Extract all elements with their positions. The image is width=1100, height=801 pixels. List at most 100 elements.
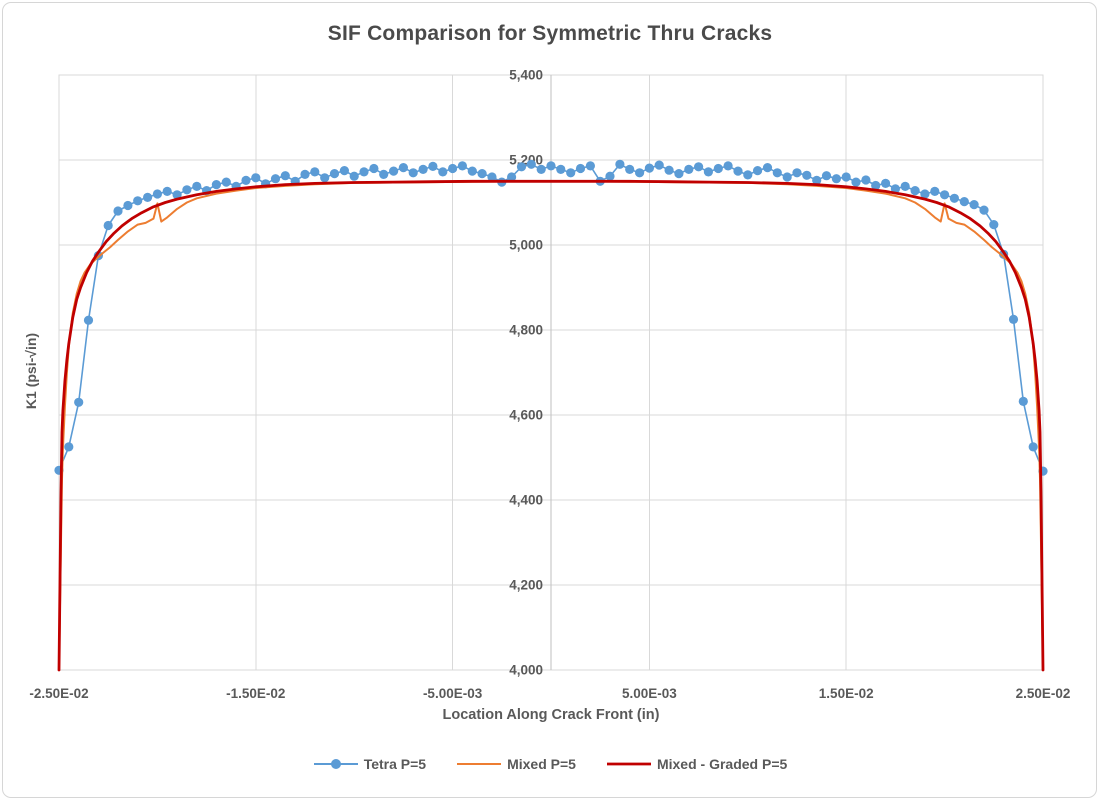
y-tick-label: 5,400	[509, 68, 543, 83]
data-point-marker	[871, 180, 881, 191]
data-point-marker	[418, 164, 428, 174]
data-point-marker	[605, 171, 615, 181]
data-point-marker	[448, 163, 458, 174]
data-point-marker	[881, 178, 891, 188]
legend-item-mixed-graded-p-5: Mixed - Graded P=5	[606, 756, 787, 772]
data-point-marker	[566, 168, 576, 178]
data-point-marker	[969, 200, 979, 210]
data-point-marker	[162, 186, 172, 196]
data-point-marker	[143, 192, 153, 202]
data-point-marker	[320, 173, 330, 183]
data-point-marker	[113, 206, 123, 216]
data-point-marker	[83, 315, 94, 325]
data-point-marker	[123, 200, 133, 211]
data-point-marker	[536, 164, 546, 174]
data-point-marker	[703, 167, 714, 177]
y-tick-label: 4,800	[509, 323, 543, 338]
data-point-marker	[674, 169, 684, 179]
data-point-marker	[979, 205, 989, 215]
data-point-marker	[635, 168, 645, 178]
data-point-marker	[457, 161, 467, 171]
legend: Tetra P=5 Mixed P=5 Mixed - Graded P=5	[0, 756, 1100, 772]
data-point-marker	[753, 166, 763, 176]
x-tick-label: -5.00E-03	[423, 686, 483, 701]
x-axis-title: Location Along Crack Front (in)	[442, 707, 660, 723]
data-point-marker	[743, 170, 753, 180]
data-point-marker	[684, 164, 694, 174]
data-point-marker	[349, 171, 359, 181]
data-point-marker	[172, 190, 182, 200]
data-point-marker	[526, 159, 536, 169]
data-point-marker	[300, 169, 310, 179]
data-point-marker	[575, 163, 586, 174]
data-point-marker	[546, 161, 556, 171]
data-point-marker	[270, 174, 281, 184]
data-point-marker	[211, 180, 221, 190]
x-tick-label: 1.50E-02	[819, 686, 874, 701]
data-point-marker	[310, 167, 320, 177]
data-point-marker	[664, 165, 674, 175]
x-axis-tick-labels: -2.50E-02 -1.50E-02 -5.00E-03 5.00E-03 1.50E…	[29, 686, 1070, 701]
series-tetra-p-5	[54, 159, 1048, 476]
data-point-marker	[782, 172, 792, 182]
data-point-marker	[359, 167, 369, 177]
data-point-marker	[438, 167, 448, 177]
data-point-marker	[408, 168, 418, 178]
data-point-marker	[910, 186, 920, 196]
data-point-marker	[615, 159, 625, 169]
data-point-marker	[812, 175, 822, 185]
data-point-marker	[713, 163, 723, 174]
data-point-marker	[723, 161, 733, 171]
data-point-marker	[221, 177, 231, 187]
data-point-marker	[930, 186, 940, 196]
data-point-marker	[467, 166, 477, 176]
data-point-marker	[654, 160, 664, 170]
x-tick-label: 5.00E-03	[622, 686, 677, 701]
legend-label: Mixed - Graded P=5	[656, 756, 788, 772]
legend-swatch-line-icon	[313, 759, 358, 769]
data-point-marker	[821, 171, 832, 181]
legend-label: Mixed P=5	[507, 756, 576, 772]
data-point-marker	[251, 173, 261, 183]
data-point-marker	[851, 177, 861, 187]
data-point-marker	[861, 175, 871, 185]
data-point-marker	[389, 166, 399, 176]
data-point-marker	[920, 189, 930, 199]
data-point-marker	[280, 171, 290, 181]
data-point-marker	[339, 166, 349, 176]
x-tick-label: -2.50E-02	[29, 686, 88, 701]
y-tick-label: 4,000	[509, 663, 543, 678]
data-point-marker	[133, 196, 143, 206]
data-point-marker	[940, 190, 950, 200]
data-point-marker	[507, 172, 517, 182]
legend-swatch-line-icon	[457, 763, 502, 765]
data-point-marker	[487, 172, 497, 182]
data-point-marker	[241, 175, 251, 185]
x-tick-label: -1.50E-02	[226, 686, 285, 701]
legend-swatch-line-icon	[606, 762, 651, 766]
data-point-marker	[74, 397, 84, 407]
legend-label: Tetra P=5	[363, 756, 427, 772]
y-axis-title: K1 (psi-√in)	[23, 332, 39, 410]
data-point-marker	[1028, 442, 1038, 452]
data-point-marker	[733, 166, 743, 176]
data-point-marker	[398, 163, 408, 173]
data-point-marker	[103, 220, 113, 231]
data-point-marker	[477, 169, 487, 179]
legend-item-tetra-p-5: Tetra P=5	[313, 756, 426, 772]
data-point-marker	[1018, 396, 1028, 406]
data-point-marker	[329, 169, 340, 179]
data-point-marker	[694, 162, 704, 172]
data-point-marker	[152, 189, 162, 199]
data-point-marker	[792, 168, 802, 178]
y-tick-label: 4,200	[509, 578, 543, 593]
data-point-marker	[831, 174, 842, 184]
data-point-marker	[182, 185, 192, 195]
data-point-marker	[556, 164, 566, 174]
data-point-marker	[428, 161, 438, 171]
data-point-marker	[192, 181, 202, 191]
legend-item-mixed-p-5: Mixed P=5	[456, 756, 576, 772]
